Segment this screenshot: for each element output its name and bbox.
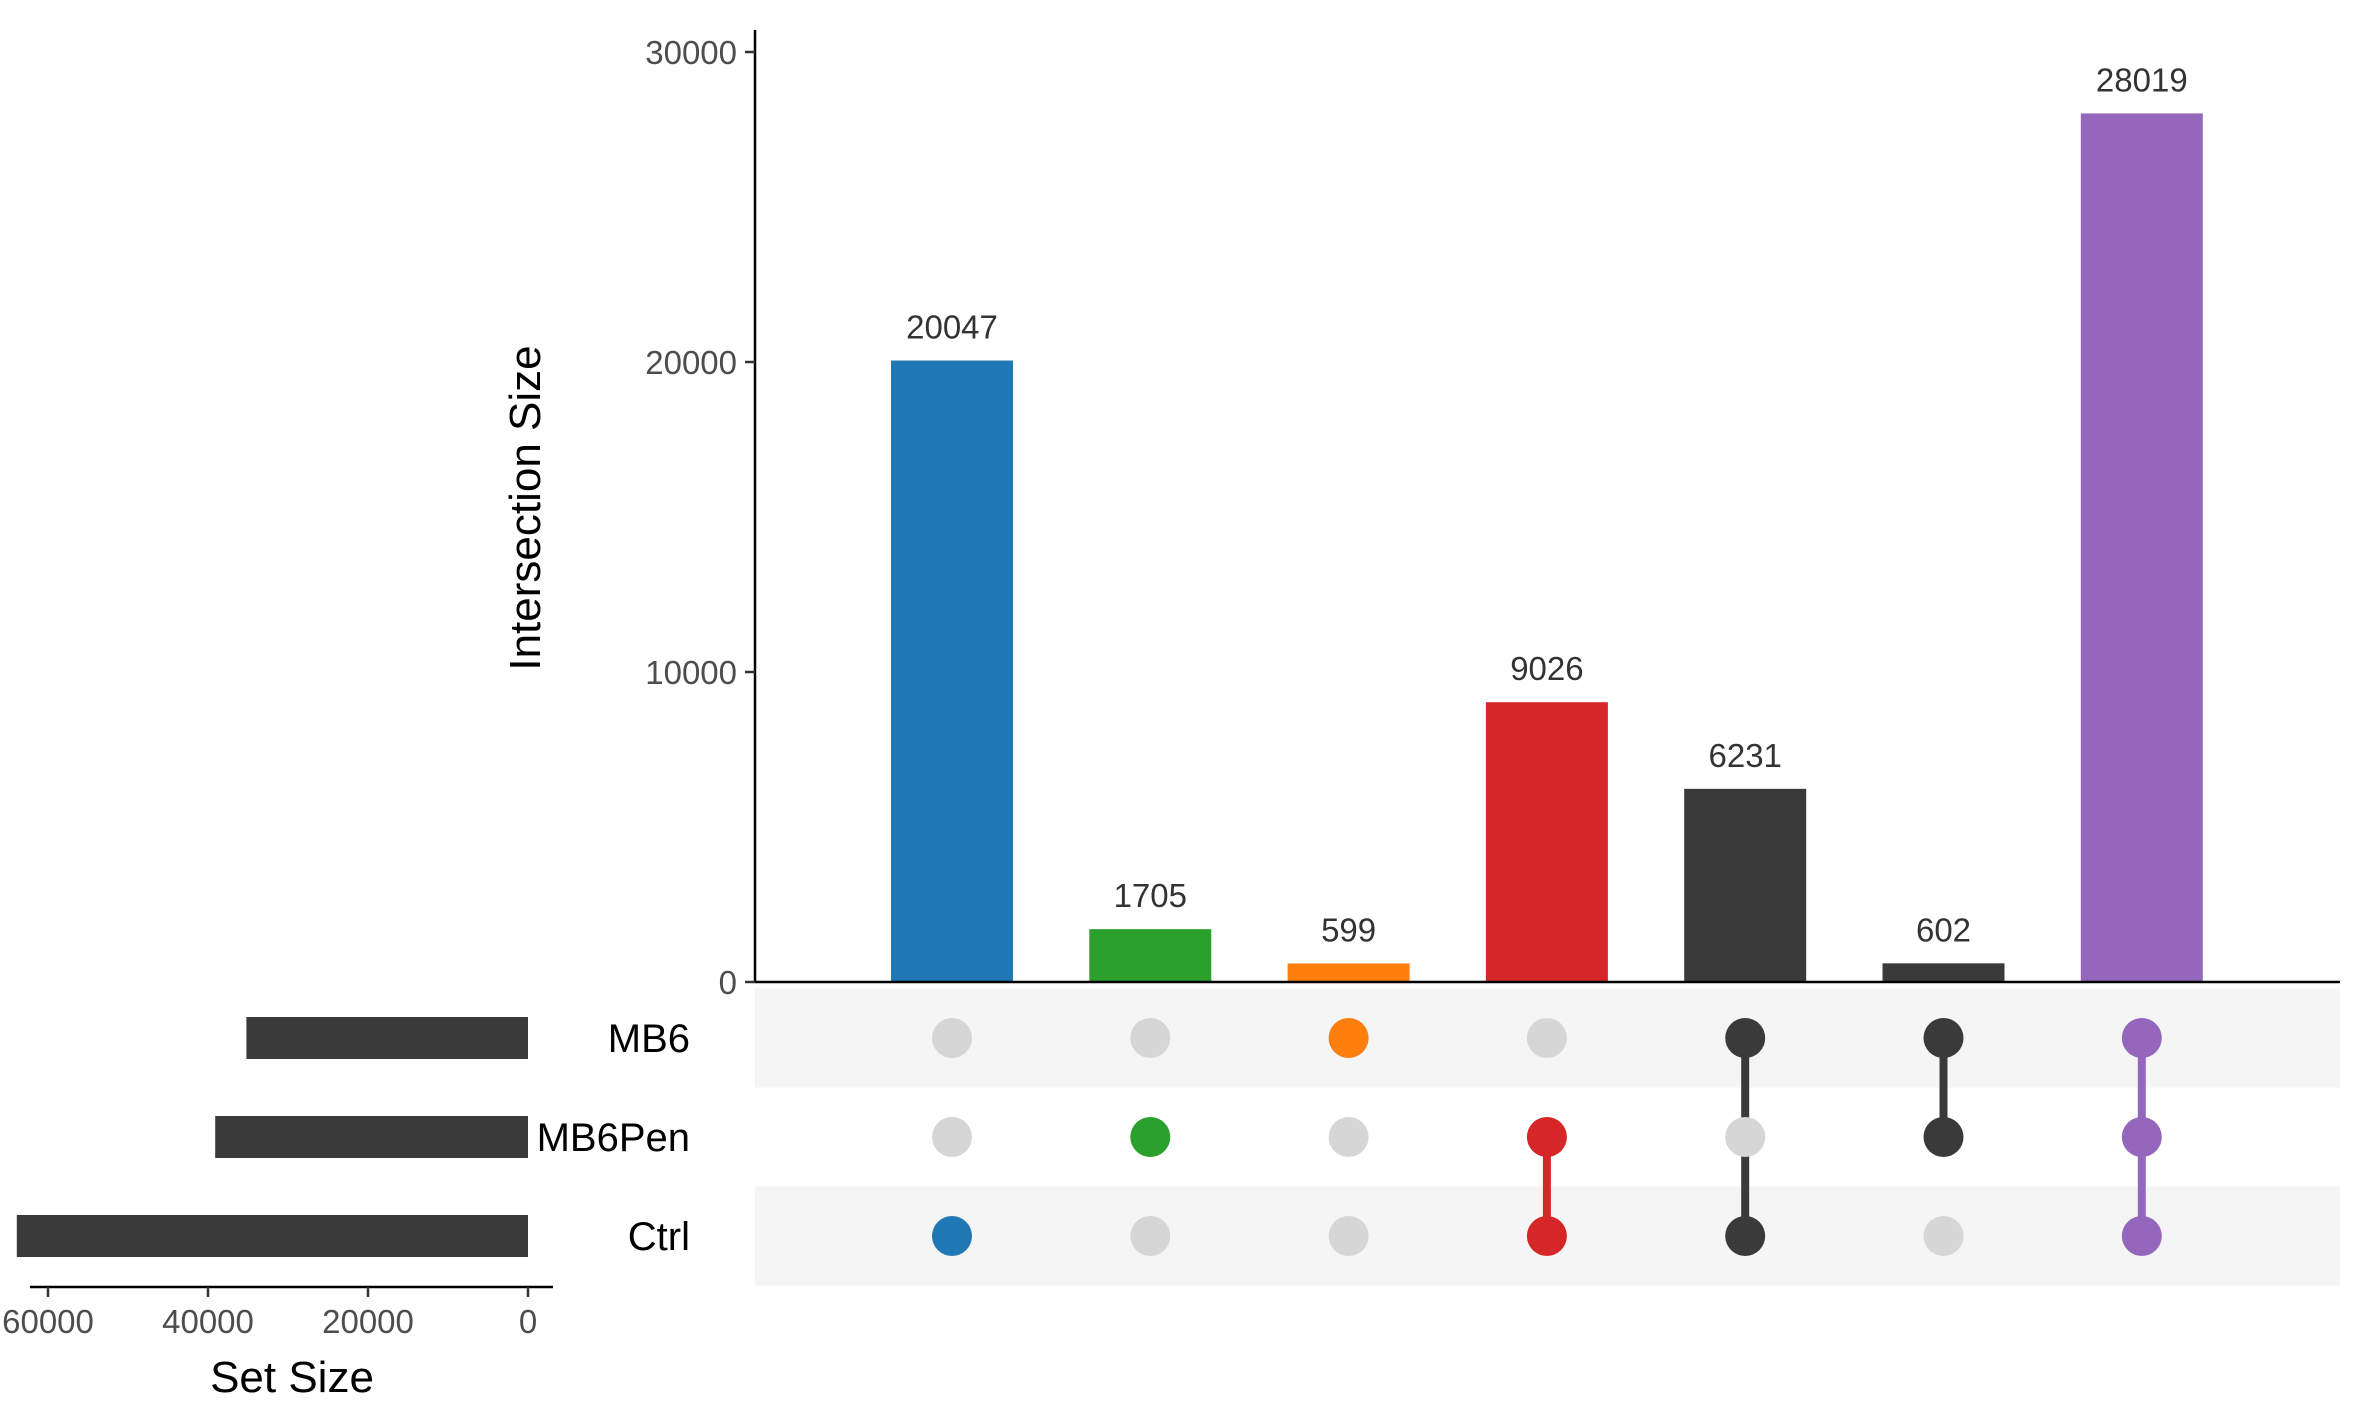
intersection-bar: [1485, 702, 1608, 982]
bar-value-label: 20047: [906, 309, 998, 346]
bar-value-label: 599: [1321, 911, 1376, 948]
set-size-tick-label: 0: [519, 1303, 537, 1340]
bar-value-label: 1705: [1114, 877, 1187, 914]
intersection-bar: [891, 360, 1013, 983]
y-axis-title: Intersection Size: [501, 345, 550, 670]
matrix-dot-active: [1725, 1216, 1766, 1256]
matrix-dot-inactive: [1130, 1216, 1171, 1256]
bar-value-label: 9026: [1510, 650, 1583, 687]
set-size-bar-mb6: [246, 1017, 528, 1059]
intersection-y-axis: 0 10000 20000 30000: [645, 30, 2340, 1001]
matrix-dot-active: [2121, 1216, 2162, 1256]
set-labels: MB6 MB6Pen Ctrl: [537, 1017, 690, 1259]
set-size-bar-ctrl: [16, 1215, 529, 1257]
bar-value-label: 602: [1916, 911, 1971, 948]
set-size-axis-title: Set Size: [210, 1353, 374, 1402]
intersection-bar: [2080, 113, 2203, 982]
matrix-dot-active: [1526, 1117, 1567, 1157]
intersection-bars: 20047 1705 599 9026 6231 602 28019: [891, 61, 2203, 983]
y-tick-label: 10000: [645, 654, 737, 691]
matrix-dot-inactive: [932, 1018, 972, 1058]
matrix-dot-inactive: [1130, 1018, 1171, 1058]
matrix-dot-active: [1328, 1018, 1369, 1058]
matrix-dot-active: [1725, 1018, 1766, 1058]
matrix-dot-active: [1130, 1117, 1171, 1157]
y-tick-label: 30000: [645, 34, 737, 71]
matrix-dot-inactive: [1725, 1117, 1766, 1157]
set-size-tick-label: 60000: [2, 1303, 94, 1340]
intersection-matrix: [932, 1018, 2162, 1256]
matrix-dot-inactive: [1526, 1018, 1567, 1058]
set-label-ctrl: Ctrl: [628, 1215, 690, 1259]
set-label-mb6: MB6: [608, 1017, 690, 1061]
set-label-mb6pen: MB6Pen: [537, 1116, 690, 1160]
bar-value-label: 28019: [2096, 61, 2188, 98]
matrix-dot-active: [932, 1216, 972, 1256]
set-size-tick-label: 20000: [322, 1303, 414, 1340]
matrix-dot-inactive: [1328, 1117, 1369, 1157]
matrix-dot-active: [2121, 1117, 2162, 1157]
bar-value-label: 6231: [1708, 737, 1781, 774]
intersection-bar: [1287, 963, 1410, 982]
set-size-bar-mb6pen: [215, 1116, 528, 1158]
y-tick-label: 20000: [645, 344, 737, 381]
set-size-tick-label: 40000: [162, 1303, 254, 1340]
intersection-bar: [1882, 963, 2005, 982]
matrix-dot-inactive: [1328, 1216, 1369, 1256]
intersection-bar: [1089, 929, 1212, 982]
matrix-dot-active: [1923, 1117, 1964, 1157]
matrix-dot-inactive: [932, 1117, 972, 1157]
intersection-bar: [1684, 788, 1807, 982]
matrix-dot-inactive: [1923, 1216, 1964, 1256]
y-tick-label: 0: [719, 964, 737, 1001]
matrix-dot-active: [2121, 1018, 2162, 1058]
matrix-dot-active: [1923, 1018, 1964, 1058]
matrix-dot-active: [1526, 1216, 1567, 1256]
set-size-bars: 60000 40000 20000 0: [2, 1017, 553, 1340]
